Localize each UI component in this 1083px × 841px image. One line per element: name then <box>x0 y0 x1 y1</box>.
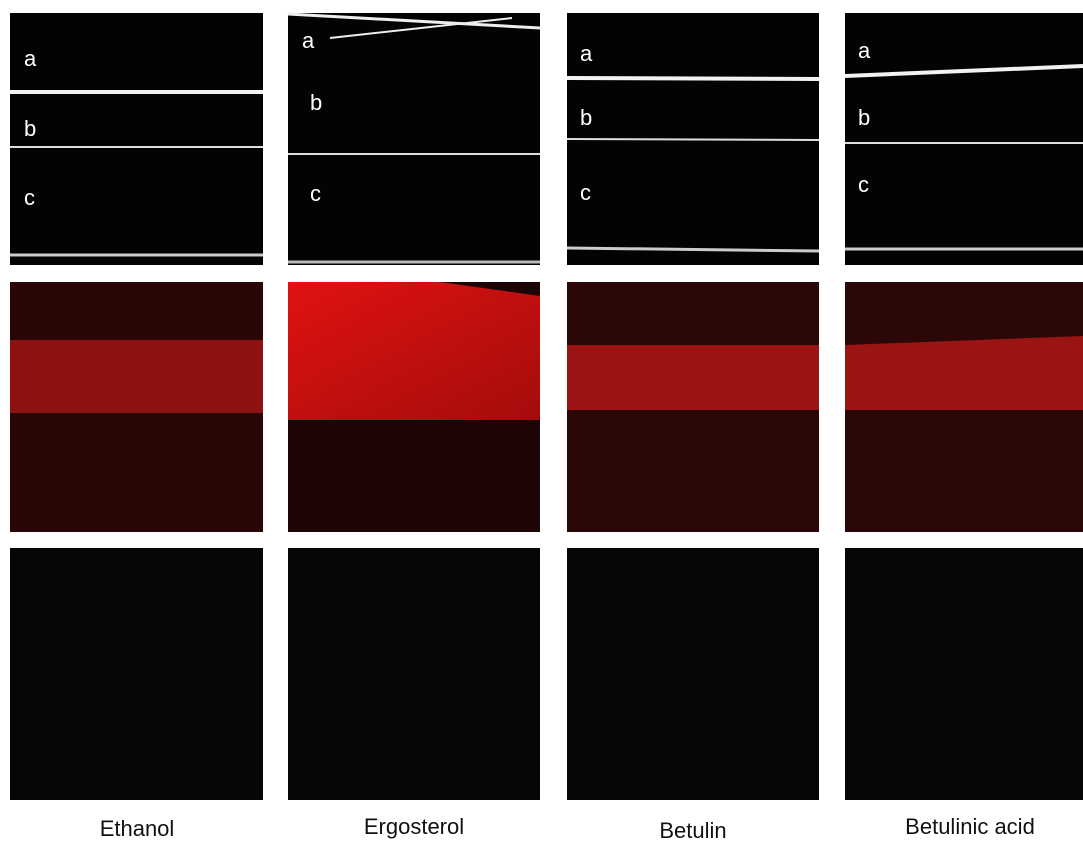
bright-field-image <box>10 13 263 265</box>
region-label: a <box>580 41 593 66</box>
column-betulinic-acid: a b c Betulinic acid <box>845 13 1083 839</box>
region-label: b <box>580 105 592 130</box>
column-label: Ethanol <box>100 816 175 841</box>
fluorescent-band <box>845 336 1083 410</box>
region-label: a <box>24 46 37 71</box>
control-image <box>567 548 819 800</box>
control-image <box>10 548 263 800</box>
fluorescent-band <box>10 340 263 413</box>
column-ethanol: a b c Ethanol <box>10 13 263 841</box>
region-label: c <box>580 180 591 205</box>
column-label: Ergosterol <box>364 814 464 839</box>
fluorescent-region <box>288 282 540 420</box>
region-label: b <box>310 90 322 115</box>
region-label: a <box>858 38 871 63</box>
region-label: c <box>858 172 869 197</box>
interface-line <box>567 139 819 140</box>
region-label: c <box>310 181 321 206</box>
region-label: b <box>24 116 36 141</box>
figure: a b c Ethanol a b c Ergosterol a b c Bet… <box>0 0 1083 841</box>
bright-field-image <box>288 13 540 265</box>
column-ergosterol: a b c Ergosterol <box>288 13 540 839</box>
fluorescent-band <box>567 345 819 410</box>
control-image <box>288 548 540 800</box>
region-label: c <box>24 185 35 210</box>
column-label: Betulinic acid <box>905 814 1035 839</box>
interface-line <box>567 78 819 79</box>
bright-field-image <box>845 13 1083 265</box>
column-label: Betulin <box>659 818 726 841</box>
column-betulin: a b c Betulin <box>567 13 819 841</box>
region-label: a <box>302 28 315 53</box>
control-image <box>845 548 1083 800</box>
region-label: b <box>858 105 870 130</box>
